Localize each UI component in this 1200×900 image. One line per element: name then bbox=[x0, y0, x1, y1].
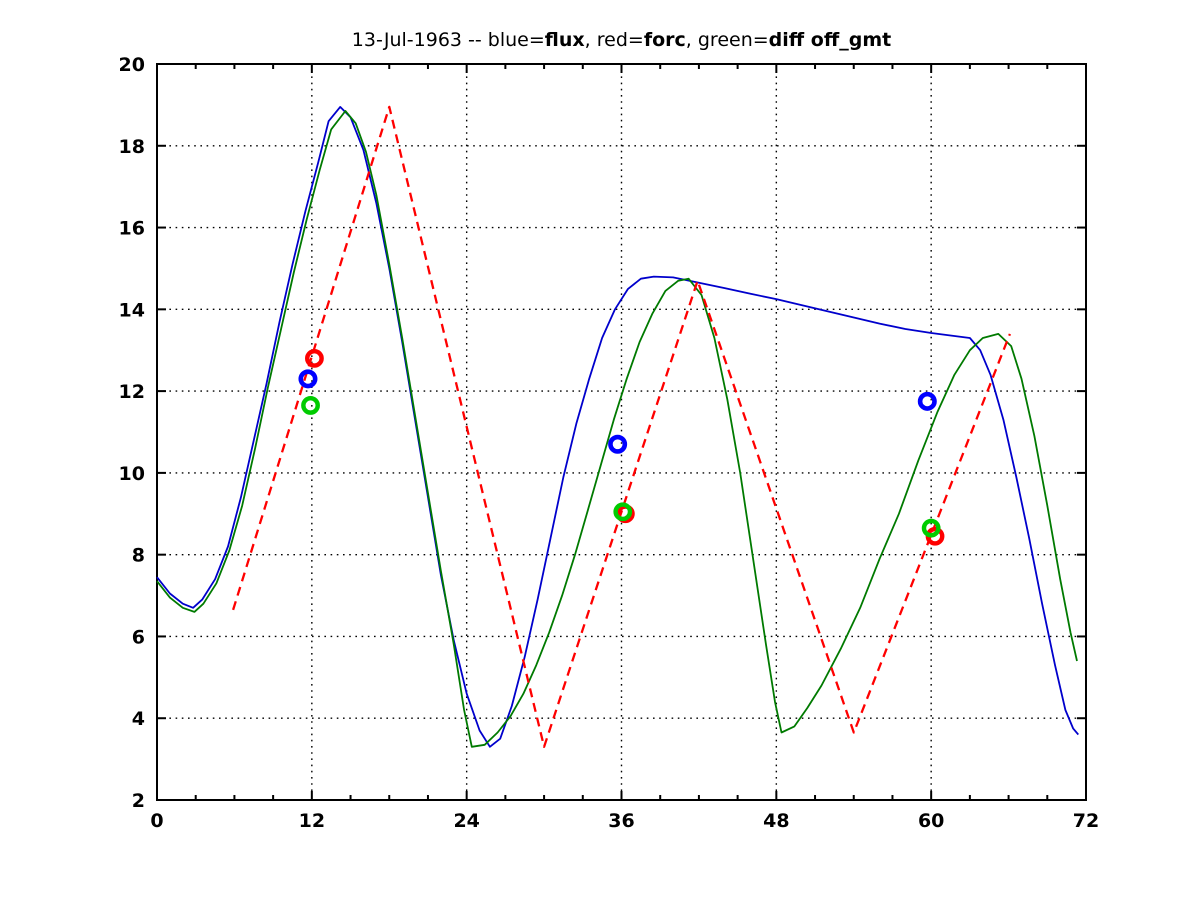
title-segment: , red= bbox=[584, 29, 644, 51]
y-tick-label: 14 bbox=[119, 299, 145, 321]
series-flux-line bbox=[156, 106, 1079, 748]
title-segment: , green= bbox=[685, 29, 769, 51]
flux-samples-markers bbox=[298, 369, 937, 454]
y-tick-label: 16 bbox=[119, 218, 145, 240]
y-tick-label: 6 bbox=[132, 626, 145, 648]
flux-samples-marker bbox=[608, 434, 628, 454]
y-axis-tick-labels: 2 4 6 8 10 12 14 16 18 20 bbox=[119, 54, 145, 812]
y-tick-label: 10 bbox=[119, 463, 145, 485]
series-forc-line bbox=[232, 105, 1011, 748]
series-diff-line bbox=[156, 110, 1078, 748]
gridlines bbox=[157, 64, 1086, 800]
x-tick-label: 36 bbox=[608, 810, 634, 832]
chart-title: 13-Jul-1963 -- blue=flux, red=forc, gree… bbox=[157, 29, 1086, 51]
y-tick-label: 18 bbox=[119, 136, 145, 158]
axis-box bbox=[156, 63, 1087, 801]
y-tick-label: 8 bbox=[132, 545, 145, 567]
x-axis-tick-labels: 0 12 24 36 48 60 72 bbox=[150, 810, 1099, 832]
diff-samples-marker bbox=[921, 518, 941, 538]
x-tick-label: 60 bbox=[918, 810, 944, 832]
diff-samples-markers bbox=[301, 396, 941, 538]
diff-samples-marker bbox=[301, 396, 320, 415]
flux-samples-marker bbox=[917, 391, 937, 411]
flux-samples-marker bbox=[298, 369, 318, 389]
x-tick-label: 72 bbox=[1073, 810, 1099, 832]
title-segment: 13-Jul-1963 -- blue= bbox=[351, 29, 545, 51]
tick-marks bbox=[156, 63, 1087, 801]
x-tick-label: 48 bbox=[763, 810, 789, 832]
y-tick-label: 4 bbox=[132, 708, 145, 730]
title-segment: flux bbox=[544, 29, 585, 51]
diff-samples-marker bbox=[613, 502, 633, 522]
x-tick-label: 0 bbox=[150, 810, 163, 832]
title-segment: diff off_gmt bbox=[768, 29, 892, 51]
y-tick-label: 12 bbox=[119, 381, 145, 403]
title-segment: forc bbox=[643, 29, 686, 51]
y-tick-label: 20 bbox=[119, 54, 145, 76]
x-tick-label: 24 bbox=[453, 810, 479, 832]
forc-samples-marker bbox=[305, 348, 324, 368]
y-tick-label: 2 bbox=[132, 790, 145, 812]
x-tick-label: 12 bbox=[299, 810, 325, 832]
